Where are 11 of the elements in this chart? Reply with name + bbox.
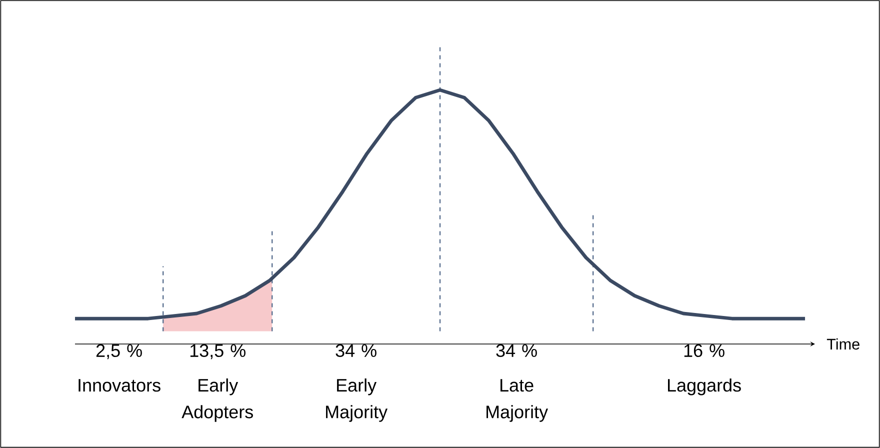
text: 2,5 % — [96, 344, 142, 360]
text: 34 % — [336, 344, 376, 357]
text: 16 % — [684, 344, 724, 357]
text: Laggards — [668, 378, 741, 396]
text: Innovators — [78, 379, 160, 392]
text: Early Adopters — [182, 378, 253, 422]
text: 34 % — [496, 344, 537, 357]
text: Late Majority — [486, 379, 548, 422]
text: 13,5 % — [190, 344, 246, 360]
x-axis-title: Time — [826, 338, 860, 350]
text: Early Majority — [326, 378, 388, 422]
